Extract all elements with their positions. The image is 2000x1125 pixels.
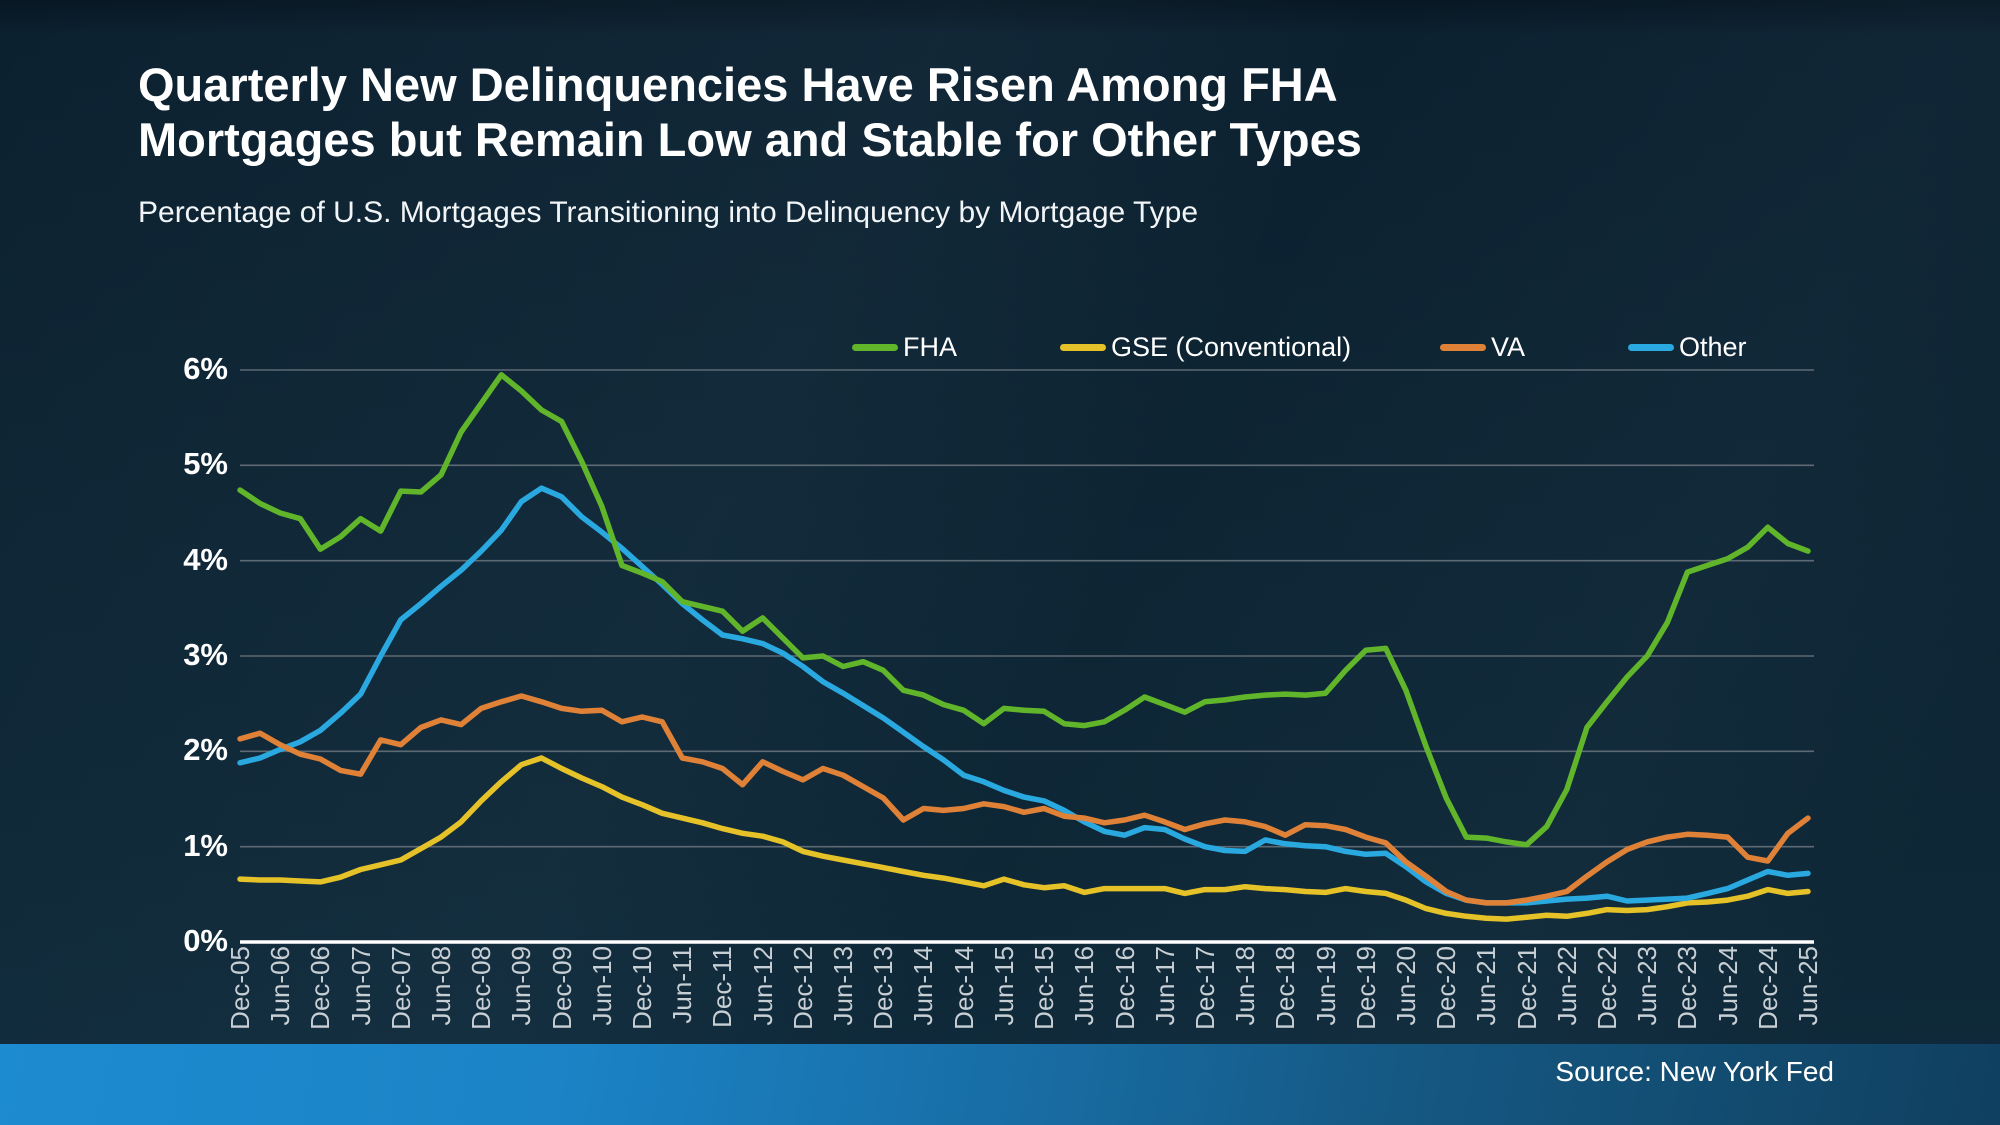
series-line-gse-conventional <box>237 755 1811 922</box>
y-tick-label-1pct: 1% <box>183 827 228 863</box>
source-note: Source: New York Fed <box>1555 1056 1834 1087</box>
series-line-va <box>237 693 1811 906</box>
legend-label-fha: FHA <box>903 331 957 362</box>
x-tick-label-dec-22: Dec-22 <box>1591 946 1622 1030</box>
x-tick-label-dec-12: Dec-12 <box>787 946 818 1030</box>
x-tick-label-dec-10: Dec-10 <box>627 946 658 1030</box>
x-tick-label-dec-06: Dec-06 <box>305 946 336 1030</box>
x-tick-label-jun-15: Jun-15 <box>988 946 1019 1026</box>
x-tick-label-dec-21: Dec-21 <box>1511 946 1542 1030</box>
legend-label-va: VA <box>1491 331 1526 362</box>
x-tick-label-jun-19: Jun-19 <box>1310 946 1341 1026</box>
legend-label-gse: GSE (Conventional) <box>1111 331 1352 362</box>
x-tick-label-dec-17: Dec-17 <box>1189 946 1220 1030</box>
gse-line-swatch-icon <box>1060 343 1106 351</box>
x-tick-label-jun-25: Jun-25 <box>1793 946 1823 1026</box>
y-tick-label-6pct: 6% <box>183 351 228 386</box>
x-tick-label-dec-08: Dec-08 <box>466 946 497 1030</box>
x-tick-label-jun-20: Jun-20 <box>1390 946 1421 1026</box>
va-line-swatch-icon <box>1440 343 1486 351</box>
other-line-swatch-icon <box>1628 343 1674 351</box>
x-tick-label-dec-05: Dec-05 <box>225 946 255 1030</box>
fha-line-swatch-icon <box>852 343 898 351</box>
x-tick-label-dec-19: Dec-19 <box>1350 946 1381 1030</box>
x-tick-label-dec-20: Dec-20 <box>1431 946 1462 1030</box>
x-tick-label-jun-08: Jun-08 <box>426 946 457 1026</box>
x-tick-label-dec-07: Dec-07 <box>385 946 416 1030</box>
x-tick-label-jun-18: Jun-18 <box>1230 946 1261 1026</box>
x-tick-label-dec-18: Dec-18 <box>1270 946 1301 1030</box>
x-tick-label-jun-14: Jun-14 <box>908 946 939 1026</box>
y-tick-label-0pct: 0% <box>183 923 228 958</box>
legend-item-fha: FHA <box>852 331 957 363</box>
x-tick-label-dec-14: Dec-14 <box>948 946 979 1030</box>
x-tick-label-jun-21: Jun-21 <box>1471 946 1502 1026</box>
x-tick-label-jun-16: Jun-16 <box>1069 946 1100 1026</box>
x-tick-label-dec-24: Dec-24 <box>1752 946 1783 1030</box>
page-title: Quarterly New Delinquencies Have Risen A… <box>138 58 1362 166</box>
x-tick-label-dec-16: Dec-16 <box>1109 946 1140 1030</box>
x-tick-label-jun-22: Jun-22 <box>1551 946 1582 1026</box>
series-line-fha <box>237 372 1811 848</box>
y-tick-label-3pct: 3% <box>183 637 228 672</box>
x-tick-label-jun-13: Jun-13 <box>828 946 859 1026</box>
x-tick-label-dec-11: Dec-11 <box>707 946 738 1028</box>
legend-item-other: Other <box>1628 331 1747 363</box>
x-tick-label-jun-24: Jun-24 <box>1712 946 1743 1026</box>
legend-item-va: VA <box>1440 331 1525 363</box>
x-tick-label-jun-06: Jun-06 <box>265 946 296 1026</box>
bottom-accent-bar <box>0 1044 2000 1125</box>
series-line-other <box>237 485 1811 906</box>
x-tick-label-jun-10: Jun-10 <box>586 946 617 1026</box>
x-tick-label-dec-13: Dec-13 <box>868 946 899 1030</box>
legend-item-gse: GSE (Conventional) <box>1060 331 1351 363</box>
x-tick-label-jun-09: Jun-09 <box>506 946 537 1026</box>
x-tick-label-dec-15: Dec-15 <box>1029 946 1060 1030</box>
y-tick-label-5pct: 5% <box>183 446 228 482</box>
x-tick-label-jun-07: Jun-07 <box>345 946 376 1026</box>
x-tick-label-dec-09: Dec-09 <box>546 946 577 1030</box>
page-subtitle: Percentage of U.S. Mortgages Transitioni… <box>138 196 1199 229</box>
legend-label-other: Other <box>1679 331 1747 362</box>
x-tick-label-jun-11: Jun-11 <box>667 946 698 1024</box>
y-tick-label-2pct: 2% <box>183 732 228 768</box>
x-tick-label-jun-17: Jun-17 <box>1149 946 1180 1026</box>
x-tick-label-jun-23: Jun-23 <box>1632 946 1663 1026</box>
x-tick-label-jun-12: Jun-12 <box>747 946 778 1026</box>
y-tick-label-4pct: 4% <box>183 541 228 577</box>
x-tick-label-dec-23: Dec-23 <box>1672 946 1703 1030</box>
